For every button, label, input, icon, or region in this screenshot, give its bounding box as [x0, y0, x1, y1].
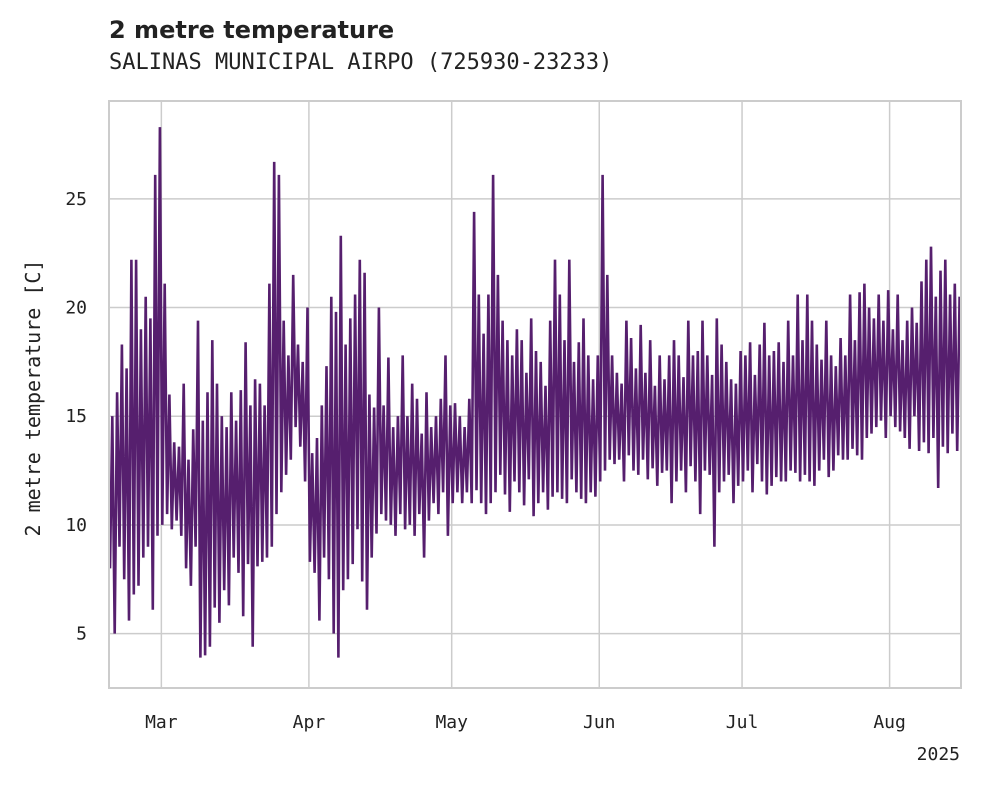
x-tick-label: Jun: [583, 712, 616, 733]
y-axis: 5 10 15 20 25: [65, 189, 87, 645]
x-tick-label: May: [435, 712, 468, 733]
x-tick-label: Mar: [145, 712, 178, 733]
x-axis-year-label: 2025: [917, 744, 960, 765]
temperature-series-line: [108, 127, 961, 658]
x-tick-label: Apr: [293, 712, 326, 733]
chart-subtitle: SALINAS MUNICIPAL AIRPO (725930-23233): [109, 50, 613, 75]
series-layer: [108, 127, 961, 658]
y-tick-label: 10: [65, 515, 87, 536]
chart-title: 2 metre temperature: [109, 16, 395, 44]
y-axis-label: 2 metre temperature [C]: [21, 260, 45, 537]
x-tick-label: Jul: [726, 712, 759, 733]
y-tick-label: 5: [76, 624, 87, 645]
y-tick-label: 20: [65, 298, 87, 319]
y-tick-label: 15: [65, 406, 87, 427]
plot-frame: [108, 100, 962, 689]
y-tick-label: 25: [65, 189, 87, 210]
x-tick-label: Aug: [873, 712, 906, 733]
x-axis: Mar Apr May Jun Jul Aug: [145, 712, 906, 733]
